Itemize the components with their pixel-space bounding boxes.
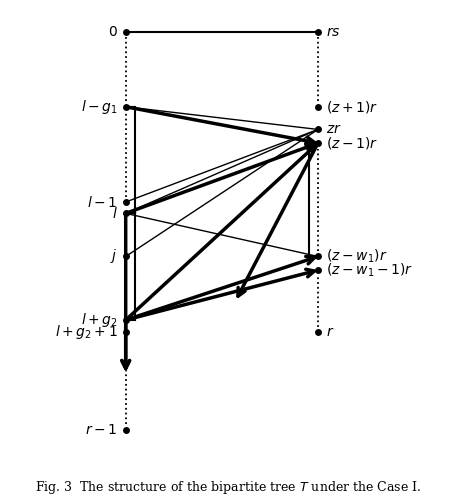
Text: $r$: $r$ — [325, 326, 334, 340]
Text: $(z-1)r$: $(z-1)r$ — [325, 135, 378, 151]
Text: $zr$: $zr$ — [325, 122, 341, 136]
Text: $r-1$: $r-1$ — [85, 423, 117, 437]
Text: $rs$: $rs$ — [325, 25, 340, 39]
Text: $0$: $0$ — [107, 25, 117, 39]
Text: $l$: $l$ — [111, 206, 117, 221]
Text: $l-g_1$: $l-g_1$ — [81, 98, 117, 116]
Text: $l+g_2+1$: $l+g_2+1$ — [55, 324, 117, 342]
Text: $l-1$: $l-1$ — [87, 194, 117, 210]
Text: Fig. 3  The structure of the bipartite tree $T$ under the Case I.: Fig. 3 The structure of the bipartite tr… — [35, 479, 420, 496]
Text: $l+g_2$: $l+g_2$ — [81, 311, 117, 329]
Text: $(z+1)r$: $(z+1)r$ — [325, 99, 378, 115]
Text: $(z-w_1)r$: $(z-w_1)r$ — [325, 248, 387, 265]
Text: $j$: $j$ — [110, 248, 117, 266]
Text: $(z-w_1-1)r$: $(z-w_1-1)r$ — [325, 262, 413, 279]
